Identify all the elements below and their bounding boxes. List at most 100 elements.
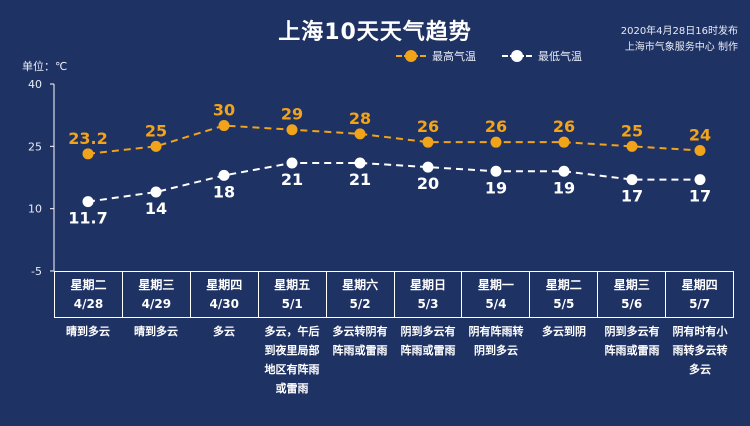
issued-time: 2020年4月28日16时发布 bbox=[620, 26, 738, 37]
date-label: 5/3 bbox=[417, 297, 439, 311]
point-high bbox=[150, 140, 162, 152]
point-low bbox=[626, 174, 638, 186]
legend-item-high: 最高气温 bbox=[396, 48, 476, 64]
data-label-high: 25 bbox=[145, 121, 167, 140]
legend-label-low: 最低气温 bbox=[538, 50, 582, 63]
weather-row: 晴到多云 晴到多云 多云 多云，午后到夜里局部地区有阵雨或雷雨 多云转阴有阵雨或雷雨 阴到… bbox=[54, 322, 734, 398]
y-tick-label: 25 bbox=[28, 140, 42, 153]
y-tick-label: 40 bbox=[28, 78, 42, 91]
weather-description: 晴到多云 bbox=[66, 325, 110, 338]
weekday-label: 星期二 bbox=[545, 278, 582, 292]
weather-description: 多云转阴有阵雨或雷雨 bbox=[332, 325, 388, 357]
point-high bbox=[422, 136, 434, 148]
issue-info: 2020年4月28日16时发布 上海市气象服务中心 制作 bbox=[621, 24, 738, 56]
weather-description: 阴到多云有阵雨或雷雨 bbox=[604, 325, 660, 357]
issuer: 上海市气象服务中心 制作 bbox=[624, 42, 738, 53]
point-low bbox=[490, 165, 502, 177]
data-label-high: 29 bbox=[281, 105, 303, 124]
weather-description: 多云到阴 bbox=[542, 325, 586, 338]
data-label-high: 23.2 bbox=[68, 129, 107, 148]
data-label-low: 17 bbox=[621, 187, 643, 206]
weekday-label: 星期四 bbox=[681, 278, 718, 292]
day-cell: 星期四 5/7 bbox=[665, 272, 733, 317]
data-label-high: 25 bbox=[621, 121, 643, 140]
weekday-label: 星期三 bbox=[613, 278, 650, 292]
point-low bbox=[354, 157, 366, 169]
day-cell: 星期一 5/4 bbox=[461, 272, 529, 317]
point-low bbox=[422, 161, 434, 173]
weekday-label: 星期四 bbox=[206, 278, 243, 292]
point-low bbox=[694, 174, 706, 186]
data-label-low: 21 bbox=[281, 170, 303, 189]
point-high bbox=[82, 148, 94, 160]
series-line-low bbox=[87, 161, 700, 203]
weather-description: 多云 bbox=[213, 325, 235, 338]
data-label-low: 21 bbox=[349, 170, 371, 189]
legend-label-high: 最高气温 bbox=[432, 50, 476, 63]
point-low bbox=[218, 169, 230, 181]
data-label-low: 11.7 bbox=[68, 209, 107, 228]
day-cell: 星期六 5/2 bbox=[325, 272, 394, 317]
point-high bbox=[354, 128, 366, 140]
point-low bbox=[286, 157, 298, 169]
legend: 最高气温 最低气温 bbox=[396, 48, 608, 64]
weather-description: 阴到多云有阵雨或雷雨 bbox=[400, 325, 456, 357]
weekday-label: 星期二 bbox=[70, 278, 107, 292]
point-low bbox=[150, 186, 162, 198]
weather-description: 阴有阵雨转阴到多云 bbox=[468, 325, 524, 357]
data-label-high: 30 bbox=[213, 101, 235, 120]
chart-title: 上海10天天气趋势 bbox=[278, 20, 472, 45]
data-label-high: 28 bbox=[349, 109, 371, 128]
data-label-high: 26 bbox=[553, 117, 575, 136]
data-label-high: 26 bbox=[485, 117, 507, 136]
date-label: 4/28 bbox=[73, 297, 104, 311]
day-cell: 星期二 4/28 bbox=[55, 272, 122, 317]
weekday-label: 星期一 bbox=[477, 278, 514, 292]
day-cell: 星期三 4/29 bbox=[121, 272, 190, 317]
point-high bbox=[694, 144, 706, 156]
day-cell: 星期二 5/5 bbox=[529, 272, 597, 317]
weekday-label: 星期六 bbox=[342, 278, 379, 292]
data-label-low: 19 bbox=[485, 178, 507, 197]
date-label: 5/5 bbox=[553, 297, 575, 311]
date-label: 4/30 bbox=[209, 297, 239, 311]
data-label-low: 17 bbox=[689, 187, 711, 206]
series-line-high bbox=[87, 124, 701, 155]
weekday-label: 星期日 bbox=[409, 278, 446, 292]
weekday-label: 星期五 bbox=[274, 278, 311, 292]
day-cell: 星期五 5/1 bbox=[257, 272, 326, 317]
point-high bbox=[286, 124, 298, 136]
data-label-low: 18 bbox=[213, 182, 235, 201]
point-high bbox=[218, 120, 230, 132]
date-label: 5/1 bbox=[281, 297, 303, 311]
legend-swatch-low bbox=[502, 50, 532, 62]
y-tick-label: -5 bbox=[31, 265, 42, 278]
unit-label: 单位：℃ bbox=[22, 60, 68, 73]
data-label-high: 26 bbox=[417, 117, 439, 136]
date-label: 4/29 bbox=[141, 297, 172, 311]
data-label-low: 20 bbox=[417, 174, 439, 193]
day-cell: 星期日 5/3 bbox=[393, 272, 462, 317]
point-low bbox=[558, 165, 570, 177]
weather-description: 阴有时有小雨转多云转多云 bbox=[672, 325, 728, 376]
data-label-low: 14 bbox=[145, 199, 167, 218]
date-label: 5/4 bbox=[485, 297, 507, 311]
point-high bbox=[626, 140, 638, 152]
date-label: 5/2 bbox=[349, 297, 371, 311]
legend-item-low: 最低气温 bbox=[502, 48, 582, 64]
day-cell: 星期三 5/6 bbox=[597, 272, 665, 317]
data-label-high: 24 bbox=[689, 125, 711, 144]
weather-description: 晴到多云 bbox=[134, 325, 178, 338]
date-label: 5/7 bbox=[689, 297, 711, 311]
data-label-low: 19 bbox=[553, 178, 575, 197]
day-cell: 星期四 4/30 bbox=[189, 272, 258, 317]
legend-swatch-high bbox=[396, 50, 426, 62]
point-low bbox=[82, 196, 94, 208]
date-label: 5/6 bbox=[621, 297, 643, 311]
y-tick-label: 10 bbox=[28, 203, 42, 216]
day-header-row: 星期二 4/28 星期三 4/29 星期四 4/30 星期五 5/1 星期六 5/2 星期日 5/3 星… bbox=[54, 271, 734, 318]
weather-description: 多云，午后到夜里局部地区有阵雨或雷雨 bbox=[264, 325, 320, 395]
point-high bbox=[558, 136, 570, 148]
point-high bbox=[490, 136, 502, 148]
weekday-label: 星期三 bbox=[138, 278, 175, 292]
